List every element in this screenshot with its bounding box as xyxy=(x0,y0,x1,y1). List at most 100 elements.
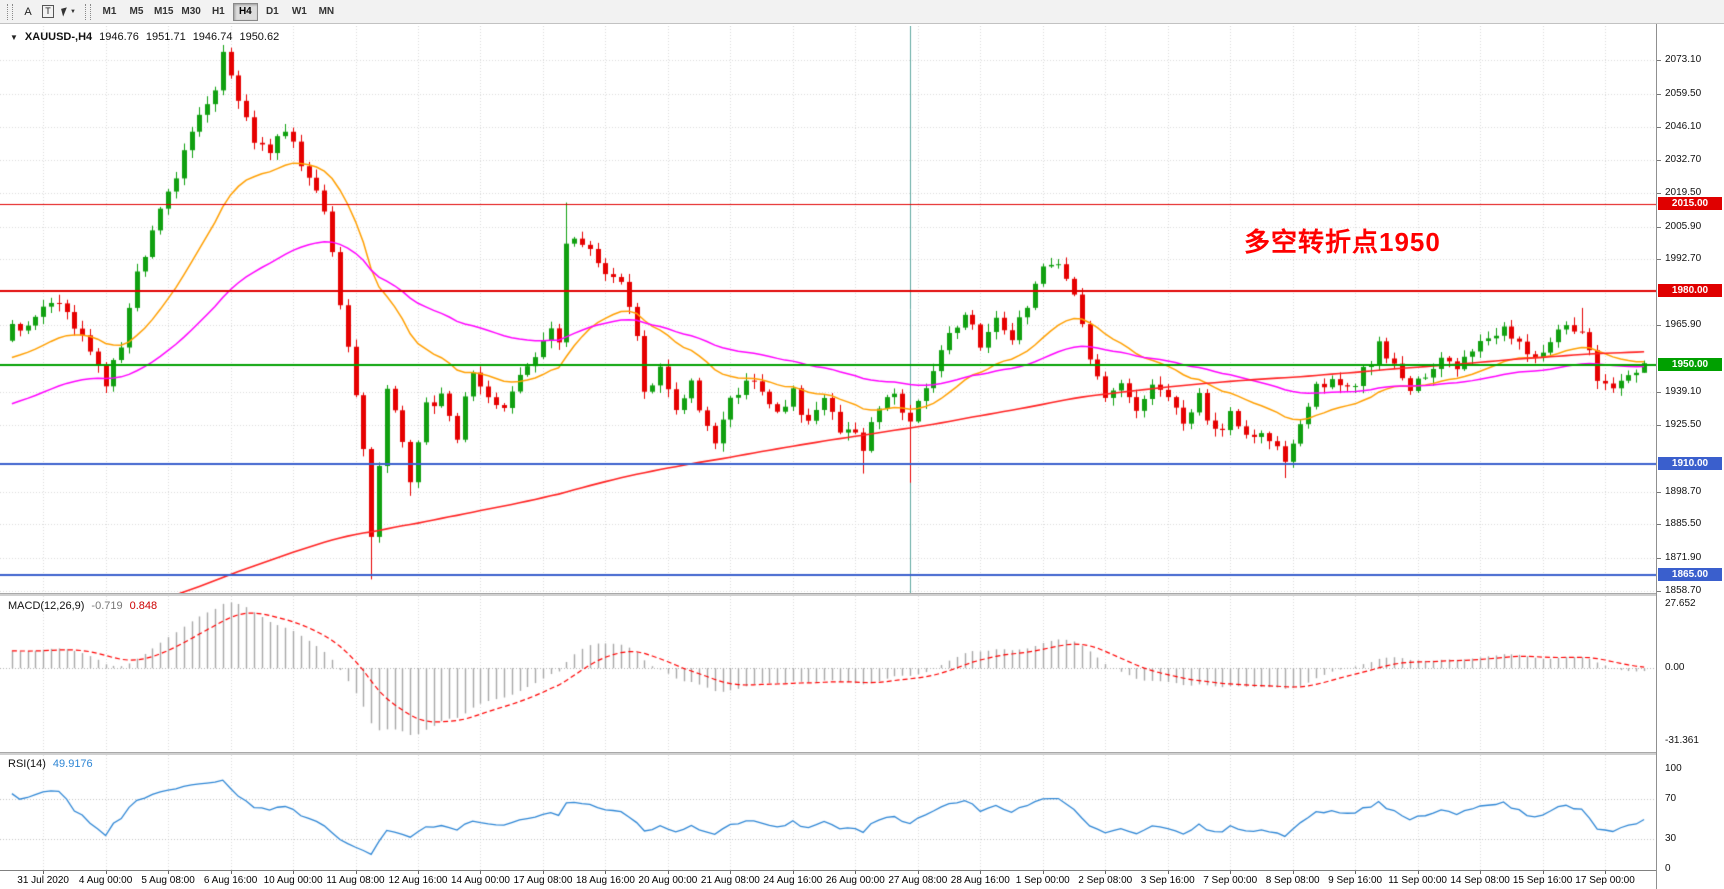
time-scale[interactable]: 31 Jul 2020 4 Aug 00:00 5 Aug 08:00 6 Aug 1… xyxy=(0,870,1656,889)
macd-label: MACD(12,26,9) xyxy=(8,600,85,612)
time-axis-label: 11 Aug 08:00 xyxy=(326,875,385,886)
time-axis-label: 10 Aug 00:00 xyxy=(263,875,323,886)
price-tick-mark xyxy=(1657,325,1661,327)
time-tick-mark xyxy=(668,871,669,874)
time-axis-label: 12 Aug 16:00 xyxy=(388,875,448,886)
time-axis-label: 28 Aug 16:00 xyxy=(950,875,1010,886)
time-tick-mark xyxy=(918,871,919,874)
toolbar-grip-icon[interactable] xyxy=(7,3,13,20)
price-line-badge: 1910.00 xyxy=(1658,456,1722,470)
ohlc-close: 1950.62 xyxy=(239,31,280,43)
time-tick-mark xyxy=(1168,871,1169,874)
cursor-icon xyxy=(61,6,69,17)
timeframe-button-mn[interactable]: MN xyxy=(314,3,339,21)
timeframe-button-m15[interactable]: M15 xyxy=(151,3,176,21)
macd-axis-label: -31.361 xyxy=(1665,735,1699,747)
timeframe-button-m30[interactable]: M30 xyxy=(178,3,203,21)
time-tick-mark xyxy=(1543,871,1544,874)
time-tick-mark xyxy=(106,871,107,874)
rsi-axis-label: 0 xyxy=(1665,863,1671,874)
price-tick-label: 2005.90 xyxy=(1665,220,1702,232)
time-axis-label: 8 Sep 08:00 xyxy=(1265,875,1320,886)
ohlc-high: 1951.71 xyxy=(145,31,186,43)
price-tick-label: 2059.50 xyxy=(1665,88,1702,99)
time-tick-mark xyxy=(1605,871,1606,874)
price-line-badge: 2015.00 xyxy=(1658,197,1722,211)
annotation-text[interactable]: 多空转折点1950 xyxy=(1244,227,1441,257)
price-tick-label: 1885.50 xyxy=(1665,518,1702,530)
toolbar: A T ▼ M1 M5 M15 M30 H1 H4 D1 W1 MN xyxy=(0,0,1724,24)
time-tick-mark xyxy=(231,871,232,874)
macd-title: MACD(12,26,9) -0.719 0.848 xyxy=(8,600,157,612)
price-tick-mark xyxy=(1657,391,1661,393)
time-tick-mark xyxy=(1355,871,1356,874)
text-label-icon: T xyxy=(42,5,54,18)
time-tick-mark xyxy=(480,871,481,874)
time-axis-label: 7 Sep 00:00 xyxy=(1203,875,1258,886)
timeframe-button-m5[interactable]: M5 xyxy=(124,3,149,21)
symbol-collapse-icon[interactable]: ▼ xyxy=(10,33,18,42)
time-axis-label: 18 Aug 16:00 xyxy=(575,875,635,886)
price-tick-label: 1939.10 xyxy=(1665,385,1702,397)
time-tick-mark xyxy=(168,871,169,874)
time-axis-label: 21 Aug 08:00 xyxy=(700,875,760,886)
time-tick-mark xyxy=(356,871,357,874)
price-chart-canvas[interactable] xyxy=(0,26,1656,593)
price-tick-mark xyxy=(1657,590,1661,592)
font-tool-label: A xyxy=(24,5,32,18)
timeframe-button-m1[interactable]: M1 xyxy=(97,3,122,21)
time-tick-mark xyxy=(293,871,294,874)
time-tick-mark xyxy=(1105,871,1106,874)
time-axis-label: 4 Aug 00:00 xyxy=(78,875,133,886)
price-tick-label: 1925.50 xyxy=(1665,419,1702,431)
rsi-label: RSI(14) xyxy=(8,758,46,770)
time-axis-label: 14 Aug 00:00 xyxy=(450,875,510,886)
timeframe-button-h4[interactable]: H4 xyxy=(232,2,258,21)
rsi-title: RSI(14) 49.9176 xyxy=(8,758,93,770)
rsi-axis-label: 70 xyxy=(1665,793,1677,804)
time-tick-mark xyxy=(855,871,856,874)
time-tick-mark xyxy=(1418,871,1419,874)
price-line-badge: 1980.00 xyxy=(1658,283,1722,297)
time-axis-label: 31 Jul 2020 xyxy=(17,875,69,886)
time-tick-mark xyxy=(418,871,419,874)
rsi-value: 49.9176 xyxy=(52,758,93,770)
time-axis-label: 24 Aug 16:00 xyxy=(763,875,823,886)
cursor-tool-button[interactable]: ▼ xyxy=(58,2,80,21)
toolbar-grip-icon[interactable] xyxy=(84,3,91,20)
time-tick-mark xyxy=(1480,871,1481,874)
price-tick-mark xyxy=(1657,259,1661,261)
price-tick-mark xyxy=(1657,557,1661,559)
panel-splitter[interactable] xyxy=(0,752,1724,755)
time-axis-label: 6 Aug 16:00 xyxy=(203,875,258,886)
price-scale[interactable]: 2073.10 2059.50 2046.10 2032.70 2019.50 2005.… xyxy=(1656,24,1724,889)
price-tick-label: 2019.50 xyxy=(1665,186,1702,198)
time-tick-mark xyxy=(605,871,606,874)
macd-canvas[interactable] xyxy=(0,596,1656,752)
time-tick-mark xyxy=(793,871,794,874)
price-tick-label: 2032.70 xyxy=(1665,154,1702,166)
font-tool-button[interactable]: A xyxy=(18,2,38,21)
chart-window: ▼ XAUUSD-,H4 1946.76 1951.71 1946.74 195… xyxy=(0,24,1724,889)
rsi-axis-label: 30 xyxy=(1665,833,1677,844)
time-tick-mark xyxy=(1043,871,1044,874)
chevron-down-icon: ▼ xyxy=(70,8,76,15)
time-axis-label: 11 Sep 00:00 xyxy=(1388,875,1447,886)
time-axis-label: 9 Sep 16:00 xyxy=(1328,875,1383,886)
price-tick-mark xyxy=(1657,160,1661,162)
macd-main-value: -0.719 xyxy=(91,600,123,612)
timeframe-button-d1[interactable]: D1 xyxy=(260,3,285,21)
time-tick-mark xyxy=(1230,871,1231,874)
text-label-tool-button[interactable]: T xyxy=(38,2,58,21)
rsi-axis-label: 100 xyxy=(1665,763,1682,774)
panel-splitter[interactable] xyxy=(0,593,1724,596)
timeframe-button-w1[interactable]: W1 xyxy=(287,3,312,21)
time-axis-label: 14 Sep 08:00 xyxy=(1450,875,1510,886)
rsi-canvas[interactable] xyxy=(0,755,1656,870)
time-tick-mark xyxy=(1293,871,1294,874)
time-axis-label: 3 Sep 16:00 xyxy=(1140,875,1195,886)
macd-signal-value: 0.848 xyxy=(129,600,158,612)
price-tick-mark xyxy=(1657,491,1661,493)
timeframe-button-h1[interactable]: H1 xyxy=(206,3,231,21)
price-tick-mark xyxy=(1657,192,1661,194)
